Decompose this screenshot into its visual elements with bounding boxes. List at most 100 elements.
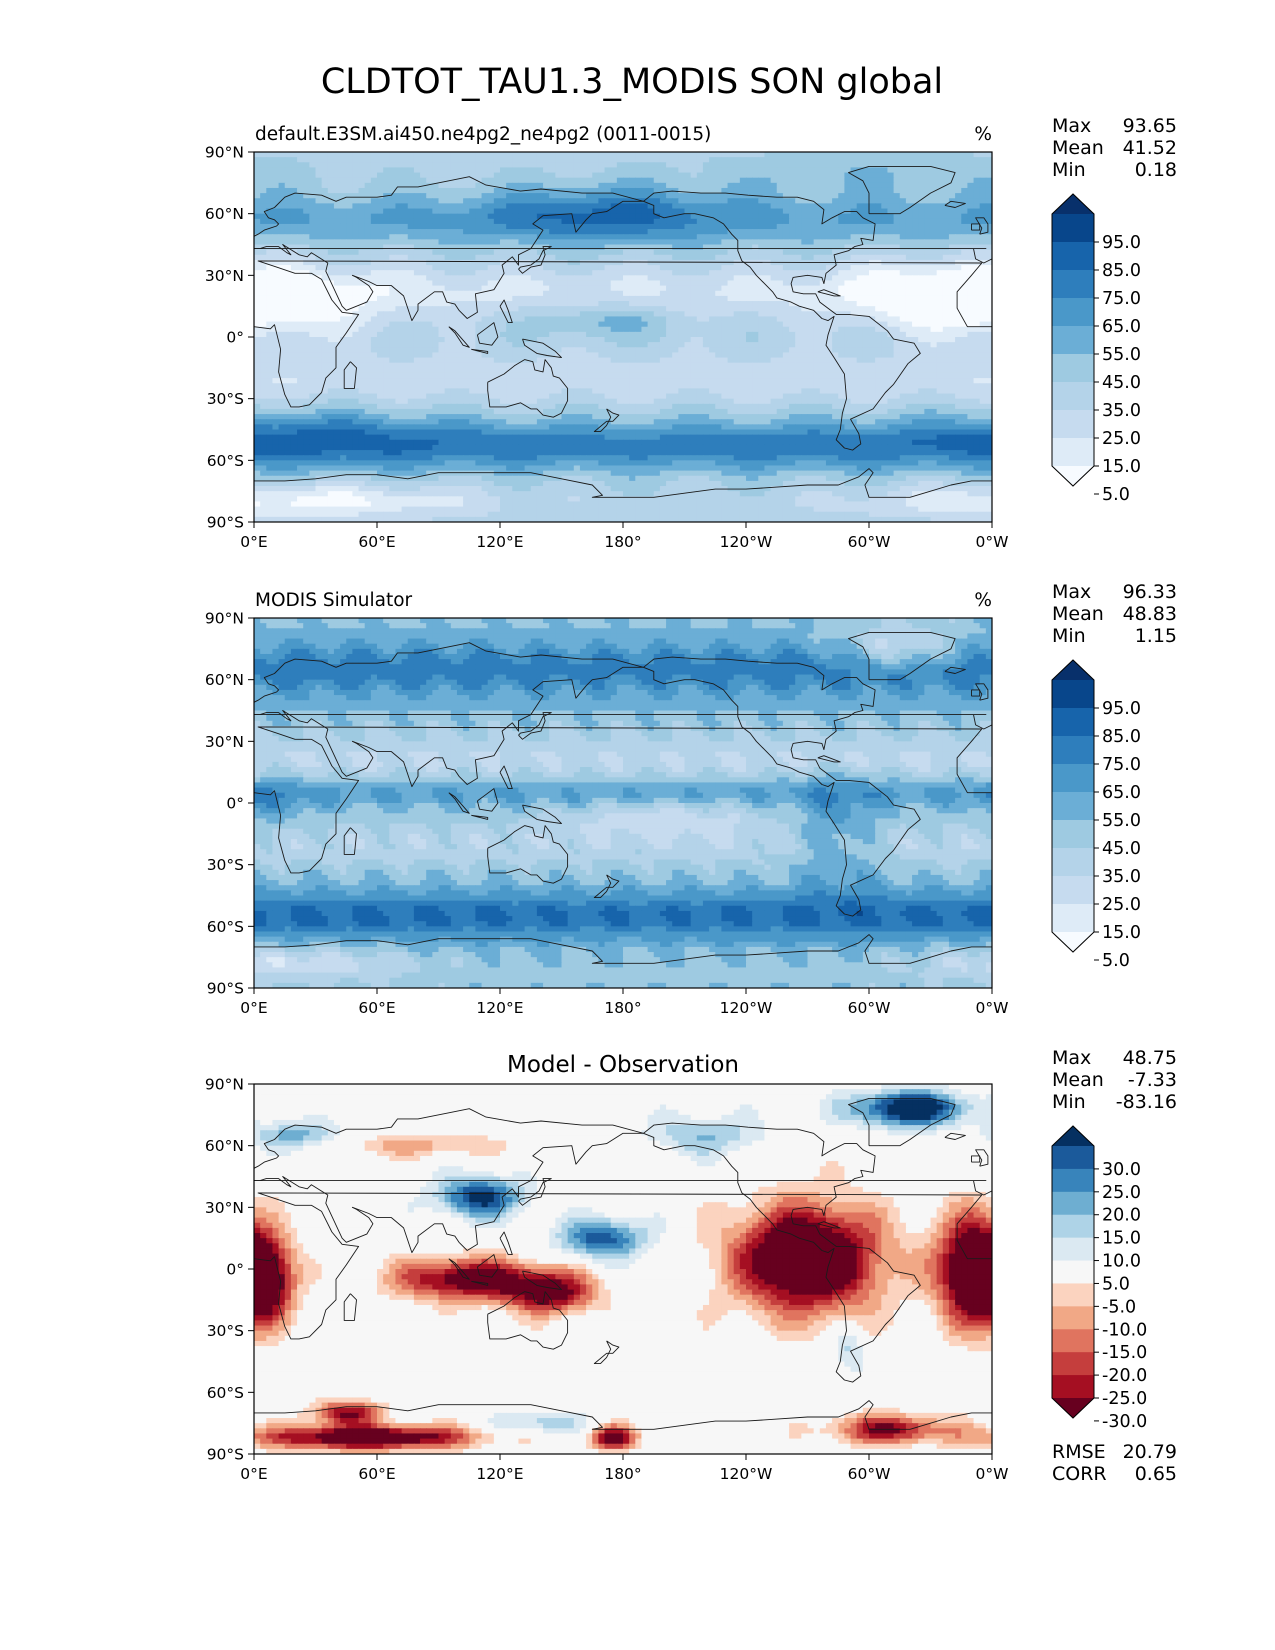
heatmap-cell	[782, 337, 790, 343]
heatmap-cell	[340, 157, 347, 163]
heatmap-cell	[524, 285, 532, 292]
heatmap-cell	[383, 177, 390, 184]
heatmap-cell	[819, 182, 827, 189]
heatmap-cell	[678, 162, 686, 169]
heatmap-cell	[727, 259, 735, 266]
heatmap-cell	[825, 187, 833, 194]
heatmap-cell	[672, 326, 679, 333]
heatmap-cell	[979, 285, 987, 292]
heatmap-cell	[610, 326, 618, 333]
heatmap-cell	[850, 270, 858, 276]
heatmap-cell	[912, 295, 919, 302]
heatmap-cell	[727, 270, 735, 276]
heatmap-cell	[493, 306, 501, 312]
heatmap-cell	[653, 218, 661, 225]
heatmap-cell	[401, 347, 409, 354]
heatmap-cell	[303, 162, 310, 169]
heatmap-cell	[432, 259, 440, 266]
heatmap-cell	[321, 352, 329, 359]
heatmap-cell	[666, 347, 673, 354]
heatmap-cell	[899, 152, 907, 158]
heatmap-cell	[450, 198, 458, 204]
heatmap-cell	[887, 208, 895, 215]
heatmap-cell	[653, 342, 661, 348]
heatmap-cell	[586, 249, 593, 256]
heatmap-cell	[272, 352, 280, 359]
heatmap-cell	[690, 234, 698, 240]
heatmap-cell	[838, 162, 845, 169]
heatmap-cell	[690, 321, 698, 328]
heatmap-cell	[616, 152, 624, 158]
heatmap-cell	[961, 321, 968, 328]
heatmap-cell	[315, 347, 323, 354]
heatmap-cell	[260, 321, 267, 328]
heatmap-cell	[912, 213, 919, 220]
heatmap-cell	[696, 234, 704, 240]
heatmap-cell	[469, 172, 476, 179]
heatmap-cell	[635, 249, 643, 256]
heatmap-cell	[942, 177, 950, 184]
heatmap-cell	[936, 295, 944, 302]
heatmap-cell	[266, 270, 274, 276]
heatmap-cell	[930, 357, 938, 364]
heatmap-cell	[782, 152, 790, 158]
heatmap-cell	[518, 311, 526, 318]
heatmap-cell	[887, 352, 895, 359]
heatmap-cell	[586, 270, 593, 276]
heatmap-cell	[893, 152, 901, 158]
heatmap-cell	[592, 306, 599, 312]
heatmap-cell	[383, 321, 390, 328]
heatmap-cell	[690, 337, 698, 343]
heatmap-cell	[395, 218, 403, 225]
heatmap-cell	[807, 337, 815, 343]
heatmap-cell	[358, 254, 366, 261]
heatmap-cell	[641, 213, 649, 220]
heatmap-cells	[254, 152, 992, 522]
heatmap-cell	[807, 321, 815, 328]
heatmap-cell	[407, 182, 415, 189]
heatmap-cell	[973, 306, 981, 312]
heatmap-cell	[616, 244, 624, 251]
heatmap-cell	[420, 259, 427, 266]
heatmap-cell	[383, 218, 390, 225]
heatmap-cell	[905, 218, 913, 225]
heatmap-cell	[672, 352, 679, 359]
heatmap-cell	[426, 244, 433, 251]
heatmap-cell	[530, 326, 538, 333]
heatmap-cell	[506, 172, 513, 179]
heatmap-cell	[254, 337, 261, 343]
heatmap-cell	[512, 198, 520, 204]
heatmap-cell	[524, 234, 532, 240]
heatmap-cell	[266, 223, 274, 230]
heatmap-cell	[764, 213, 772, 220]
heatmap-cell	[297, 157, 304, 163]
heatmap-cell	[801, 352, 809, 359]
heatmap-cell	[481, 162, 489, 169]
heatmap-cell	[327, 182, 335, 189]
heatmap-cell	[629, 203, 636, 210]
heatmap-cell	[592, 321, 599, 328]
heatmap-cell	[813, 285, 821, 292]
heatmap-cell	[561, 342, 569, 348]
heatmap-cell	[487, 239, 495, 246]
heatmap-cell	[893, 157, 901, 163]
heatmap-cell	[284, 275, 292, 282]
heatmap-cell	[346, 321, 353, 328]
heatmap-cell	[979, 218, 987, 225]
heatmap-cell	[432, 321, 440, 328]
heatmap-cell	[905, 285, 913, 292]
heatmap-cell	[579, 265, 587, 271]
heatmap-cell	[862, 223, 870, 230]
heatmap-cell	[413, 162, 421, 169]
heatmap-cell	[875, 357, 882, 364]
heatmap-cell	[795, 311, 802, 318]
heatmap-cell	[413, 244, 421, 251]
heatmap-cell	[500, 213, 507, 220]
heatmap-cell	[623, 357, 630, 364]
heatmap-cell	[426, 152, 433, 158]
heatmap-cell	[955, 182, 962, 189]
heatmap-cell	[426, 157, 433, 163]
heatmap-cell	[358, 234, 366, 240]
heatmap-cell	[629, 172, 636, 179]
heatmap-cell	[475, 223, 483, 230]
